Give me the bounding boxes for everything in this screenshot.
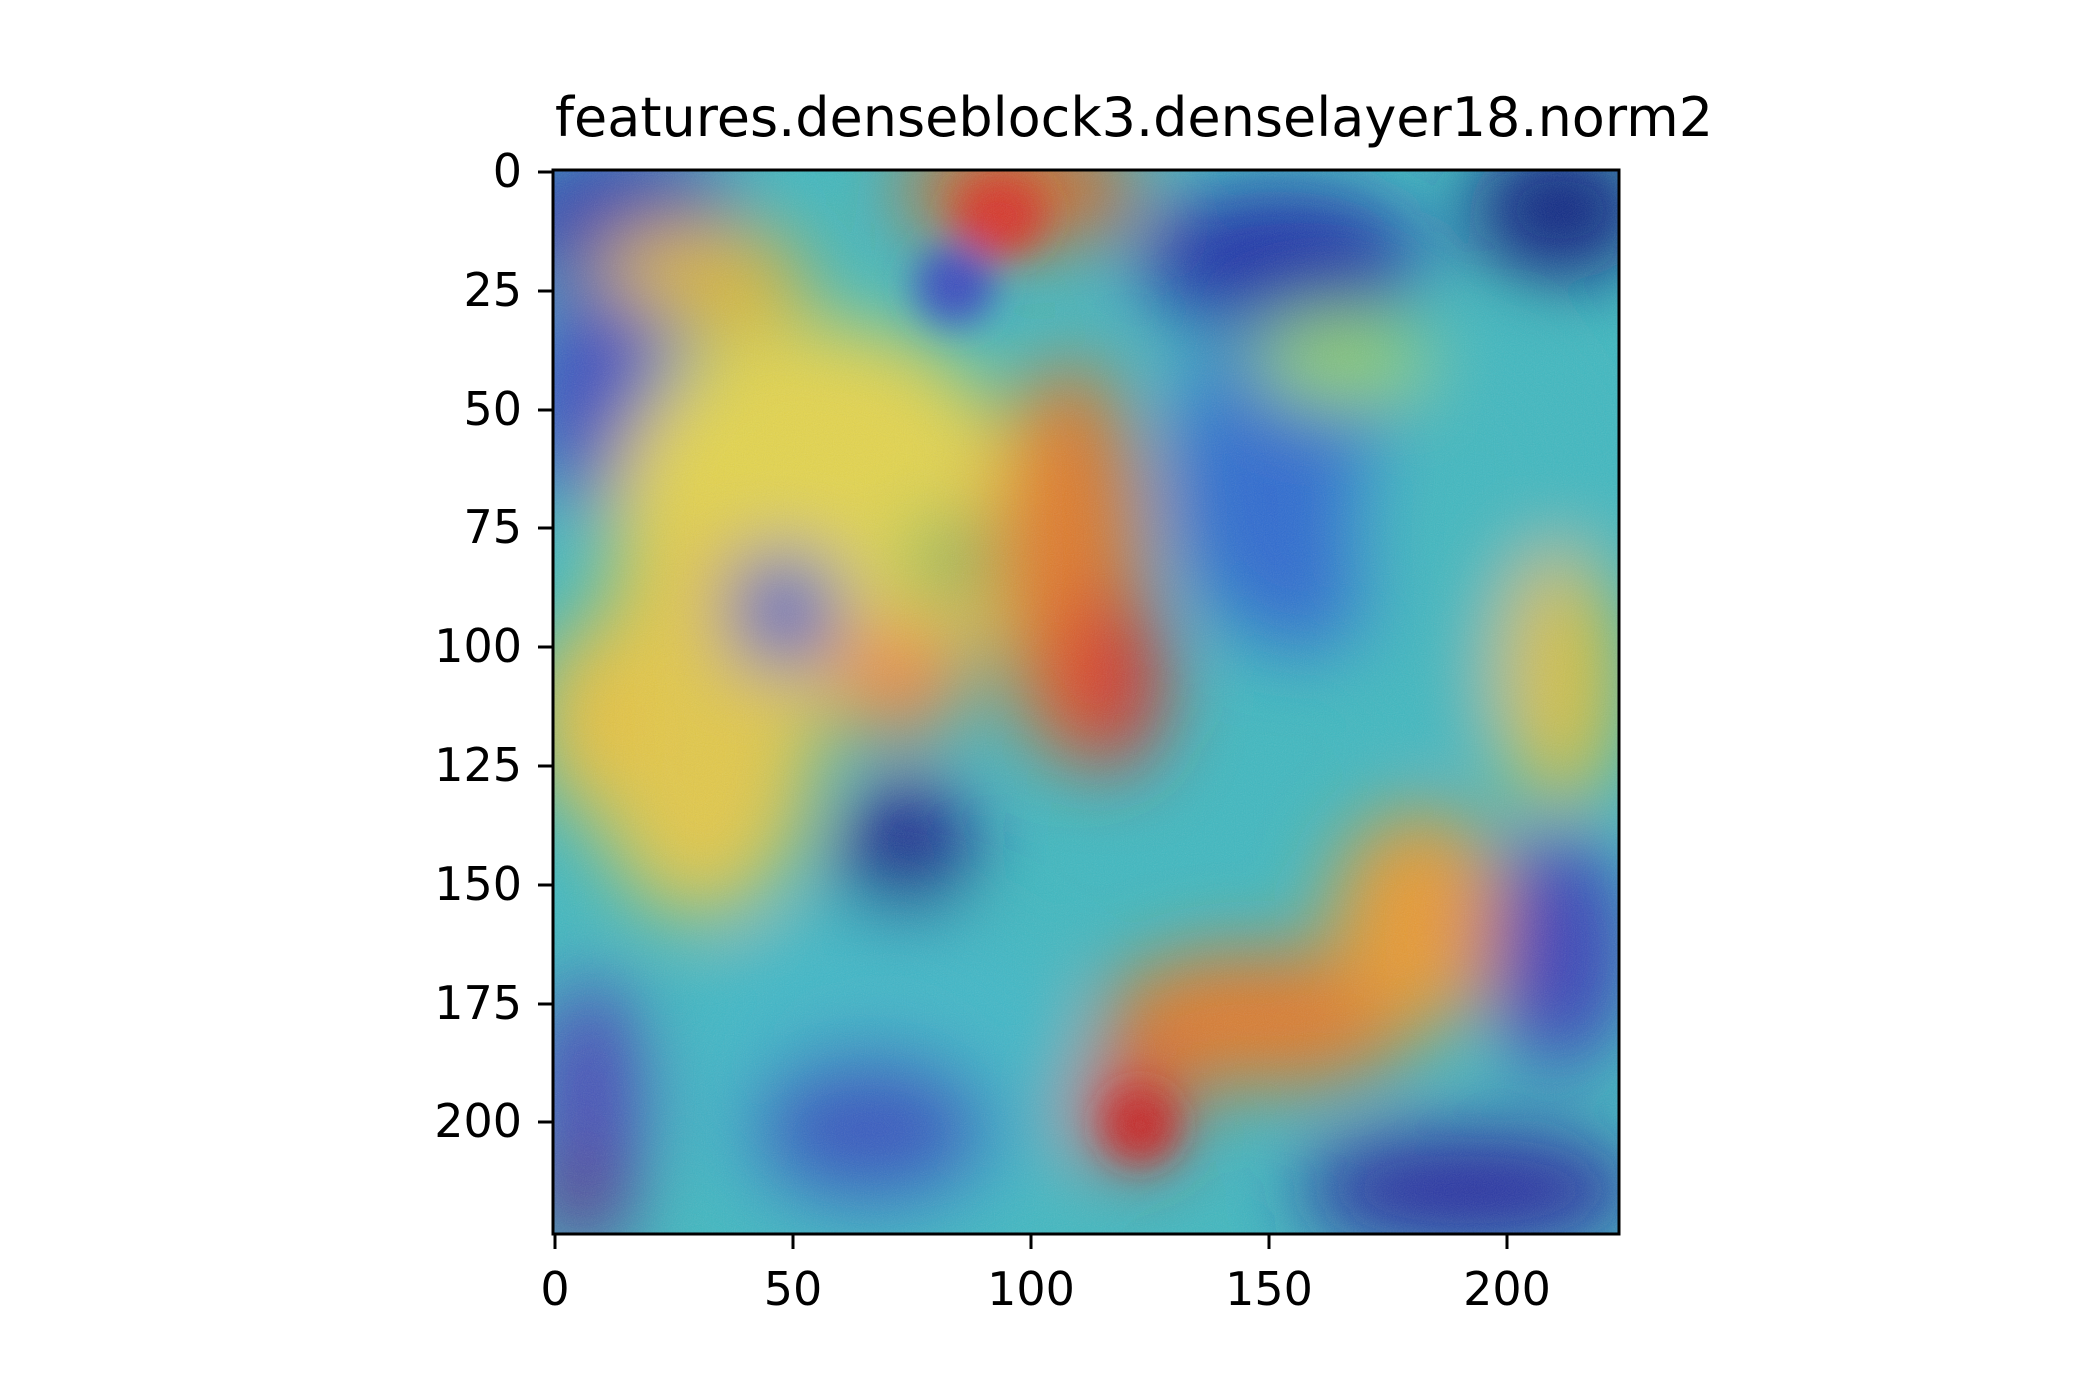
y-tick-label: 200: [434, 1094, 522, 1148]
y-tick-label: 25: [463, 263, 522, 317]
y-tick-label: 175: [434, 976, 522, 1030]
y-tick-label: 100: [434, 619, 522, 673]
y-axis-ticks: [538, 170, 553, 1124]
y-tick-label: 0: [492, 144, 522, 198]
x-tick-label: 0: [540, 1262, 570, 1316]
x-tick-label: 150: [1225, 1262, 1313, 1316]
x-tick-label: 100: [987, 1262, 1075, 1316]
x-tick-label: 50: [763, 1262, 823, 1316]
y-tick-label: 125: [434, 738, 522, 792]
y-tick-label: 75: [463, 500, 522, 554]
x-axis-ticks: [553, 1234, 1509, 1249]
gradcam-overlay-image: [553, 170, 1619, 1234]
plot-title: features.denseblock3.denselayer18.norm2: [555, 86, 1714, 149]
y-tick-label: 150: [434, 857, 522, 911]
axes-frame: [551, 168, 1621, 1236]
x-tick-label: 200: [1463, 1262, 1551, 1316]
y-tick-label: 50: [463, 382, 522, 436]
